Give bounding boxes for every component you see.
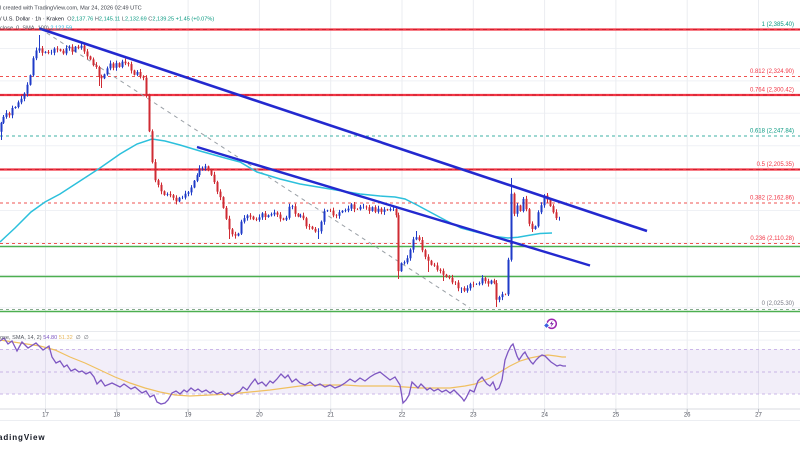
svg-text:20: 20: [256, 412, 263, 418]
svg-text:1 (2,385.40): 1 (2,385.40): [762, 22, 794, 28]
svg-text:0.382 (2,162.86): 0.382 (2,162.86): [750, 196, 794, 202]
svg-text:26: 26: [684, 412, 691, 418]
svg-text:/ U.S. Dollar · 1h · Kraken O: / U.S. Dollar · 1h · Kraken O2,137.76 H2…: [0, 17, 214, 23]
svg-text:22: 22: [399, 412, 406, 418]
svg-text:0.5 (2,205.35): 0.5 (2,205.35): [757, 162, 794, 168]
svg-text:18: 18: [113, 412, 120, 418]
svg-text:27: 27: [755, 412, 762, 418]
svg-text:0.236 (2,110.28): 0.236 (2,110.28): [750, 236, 794, 242]
svg-text:19: 19: [185, 412, 192, 418]
svg-text:17: 17: [42, 412, 49, 418]
svg-text:25: 25: [613, 412, 620, 418]
svg-text:0.764 (2,300.42): 0.764 (2,300.42): [750, 88, 794, 94]
svg-text:0 (2,025.30): 0 (2,025.30): [762, 301, 794, 307]
svg-text:close, 0, SMA, 100) 2,122.59: close, 0, SMA, 100) 2,122.59: [0, 26, 72, 32]
svg-text:0.618 (2,247.84): 0.618 (2,247.84): [750, 129, 794, 135]
svg-text:l created with TradingView.com: l created with TradingView.com, Mar 24, …: [0, 6, 142, 12]
svg-text:adingView: adingView: [0, 433, 46, 442]
svg-text:23: 23: [470, 412, 477, 418]
svg-text:0.812 (2,324.90): 0.812 (2,324.90): [750, 69, 794, 75]
svg-text:ose, SMA, 14, 2) 54.80 51.32: ose, SMA, 14, 2) 54.80 51.32 ∅ ∅: [0, 334, 89, 341]
svg-text:21: 21: [327, 412, 334, 418]
svg-text:24: 24: [541, 412, 548, 418]
